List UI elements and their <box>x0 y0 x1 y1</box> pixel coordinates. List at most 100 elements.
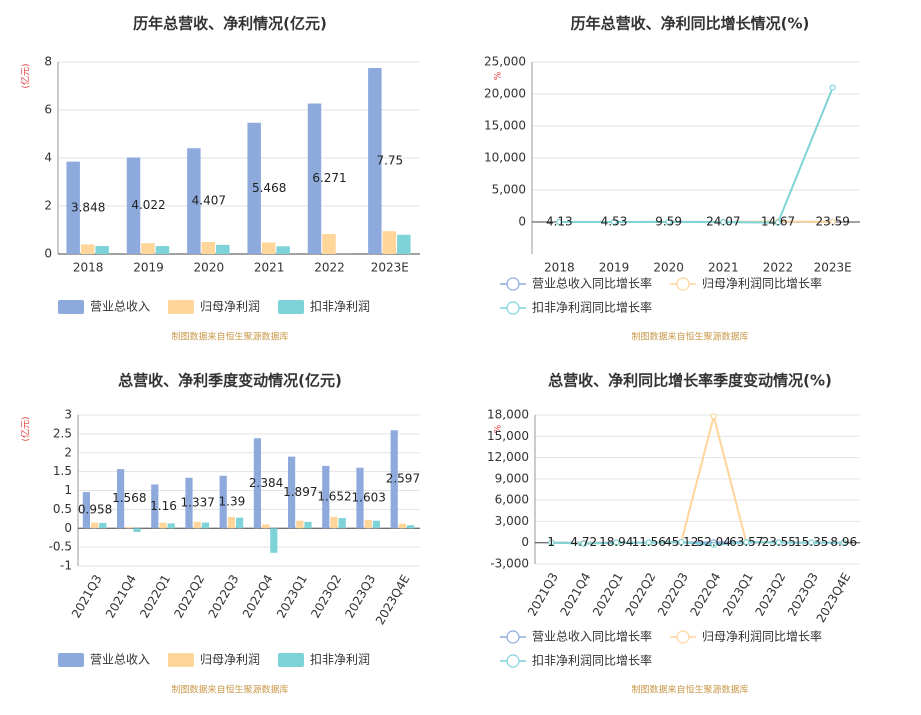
x-tick-label: 2018 <box>73 261 104 275</box>
legend-item[interactable]: 营业总收入 <box>58 300 150 315</box>
y-tick-label: 6 <box>44 103 52 117</box>
legend-item[interactable]: 归母净利润 <box>168 300 260 315</box>
x-tick-label: 2021 <box>708 261 739 275</box>
y-tick-label: 18,000 <box>487 408 529 422</box>
data-label: 4.13 <box>546 215 573 229</box>
chart-panel: 历年总营收、净利情况(亿元) (亿元) 0 2 4 6 8 2018 2019 2020 2021 2… <box>20 15 420 343</box>
x-tick-label: 2022Q1 <box>137 572 173 620</box>
bar <box>307 103 322 254</box>
point <box>829 218 836 226</box>
bar <box>261 242 276 254</box>
y-tick-label: 3,000 <box>495 514 529 528</box>
legend-label: 营业总收入同比增长率 <box>532 629 652 644</box>
data-label: 0.958 <box>78 503 112 517</box>
chart-panel: 总营收、净利季度变动情况(亿元) (亿元) -1 -0.5 0 0.5 1 1.5 2 2.5 3 2… <box>20 372 421 696</box>
legend-swatch <box>676 277 690 291</box>
legend-label: 营业总收入同比增长率 <box>532 276 652 291</box>
legend-label: 扣非净利润同比增长率 <box>532 300 652 315</box>
x-tick-label: 2023Q3 <box>342 572 378 620</box>
point <box>613 539 620 546</box>
bar <box>397 234 411 254</box>
bar <box>95 246 109 254</box>
data-label: 1.16 <box>150 499 177 513</box>
bar <box>398 523 407 529</box>
data-label: 45.12 <box>664 535 698 549</box>
data-label: 8.96 <box>830 535 857 549</box>
x-tick-label: 2020 <box>653 261 684 275</box>
legend-item[interactable]: 扣非净利润同比增长率 <box>500 300 652 315</box>
x-tick-label: 2022Q2 <box>622 570 658 618</box>
chart-title: 历年总营收、净利同比增长情况(%) <box>571 15 810 33</box>
legend-item[interactable]: 归母净利润同比增长率 <box>670 629 822 644</box>
data-label: 11.56 <box>632 535 666 549</box>
bar <box>66 161 80 254</box>
legend-label: 营业总收入 <box>90 300 150 314</box>
data-label: 52.04 <box>697 535 731 549</box>
data-label: 15.35 <box>794 535 828 549</box>
y-tick-label: 1 <box>64 483 72 497</box>
data-label: 1.652 <box>317 490 351 504</box>
data-label: 14.67 <box>761 215 795 229</box>
bar <box>390 430 398 529</box>
source-note: 制图数据来自恒生聚源数据库 <box>171 684 288 696</box>
y-tick-label: 8 <box>44 55 52 69</box>
x-tick-label: 2022 <box>314 261 345 275</box>
legend-swatch <box>506 301 520 315</box>
y-tick-label: 5,000 <box>492 183 526 197</box>
legend-swatch <box>168 653 194 667</box>
x-tick-label: 2023Q1 <box>274 572 310 620</box>
x-tick-label: 2022Q1 <box>590 570 626 618</box>
unit-label: (亿元) <box>20 416 32 441</box>
source-note: 制图数据来自恒生聚源数据库 <box>171 331 288 343</box>
point <box>710 413 717 420</box>
bar <box>133 528 141 533</box>
unit-label: % <box>494 424 504 433</box>
data-label: 4.72 <box>570 535 597 549</box>
y-tick-label: -1 <box>60 559 72 573</box>
y-tick-label: 15,000 <box>484 119 526 133</box>
point <box>580 540 587 547</box>
y-tick-label: 1.5 <box>53 464 72 478</box>
data-label: 23.59 <box>815 215 849 229</box>
legend-item[interactable]: 扣非净利润 <box>278 300 370 315</box>
bar <box>201 522 210 529</box>
x-tick-label: 2022 <box>763 261 794 275</box>
y-tick-label: 4 <box>44 151 52 165</box>
point <box>840 539 847 546</box>
data-label: 23.55 <box>762 535 796 549</box>
legend-item[interactable]: 扣非净利润同比增长率 <box>500 653 652 668</box>
bar <box>372 520 381 529</box>
data-label: 5.468 <box>252 181 286 195</box>
point <box>743 539 750 546</box>
chart-title: 总营收、净利季度变动情况(亿元) <box>118 372 342 390</box>
chart-title: 总营收、净利同比增长率季度变动情况(%) <box>548 372 832 390</box>
data-label: 24.07 <box>706 215 740 229</box>
legend-item[interactable]: 营业总收入 <box>58 653 150 668</box>
bar <box>368 68 382 254</box>
x-tick-label: 2023E <box>371 261 409 275</box>
point <box>610 218 618 226</box>
legend-item[interactable]: 归母净利润同比增长率 <box>670 276 822 291</box>
x-tick-label: 2022Q4 <box>240 572 276 620</box>
line-series <box>551 412 844 545</box>
data-label: 1.568 <box>112 491 146 505</box>
bar <box>364 519 372 529</box>
legend-item[interactable]: 营业总收入同比增长率 <box>500 629 652 644</box>
legend-item[interactable]: 归母净利润 <box>168 653 260 668</box>
legend-label: 归母净利润 <box>200 300 260 314</box>
x-tick-label: 2022Q4 <box>687 570 723 618</box>
point <box>548 539 555 546</box>
bar <box>356 467 364 529</box>
bar <box>141 243 155 254</box>
data-label: 2.597 <box>386 472 420 486</box>
legend-label: 扣非净利润同比增长率 <box>532 653 652 668</box>
bar <box>261 524 270 529</box>
legend-item[interactable]: 营业总收入同比增长率 <box>500 276 652 291</box>
x-tick-label: 2021Q3 <box>525 570 561 618</box>
x-tick-label: 2019 <box>599 261 630 275</box>
legend-item[interactable]: 扣非净利润 <box>278 653 370 668</box>
x-tick-label: 2021Q3 <box>69 572 105 620</box>
legend-label: 归母净利润同比增长率 <box>702 276 822 291</box>
x-tick-label: 2023Q2 <box>752 570 788 618</box>
